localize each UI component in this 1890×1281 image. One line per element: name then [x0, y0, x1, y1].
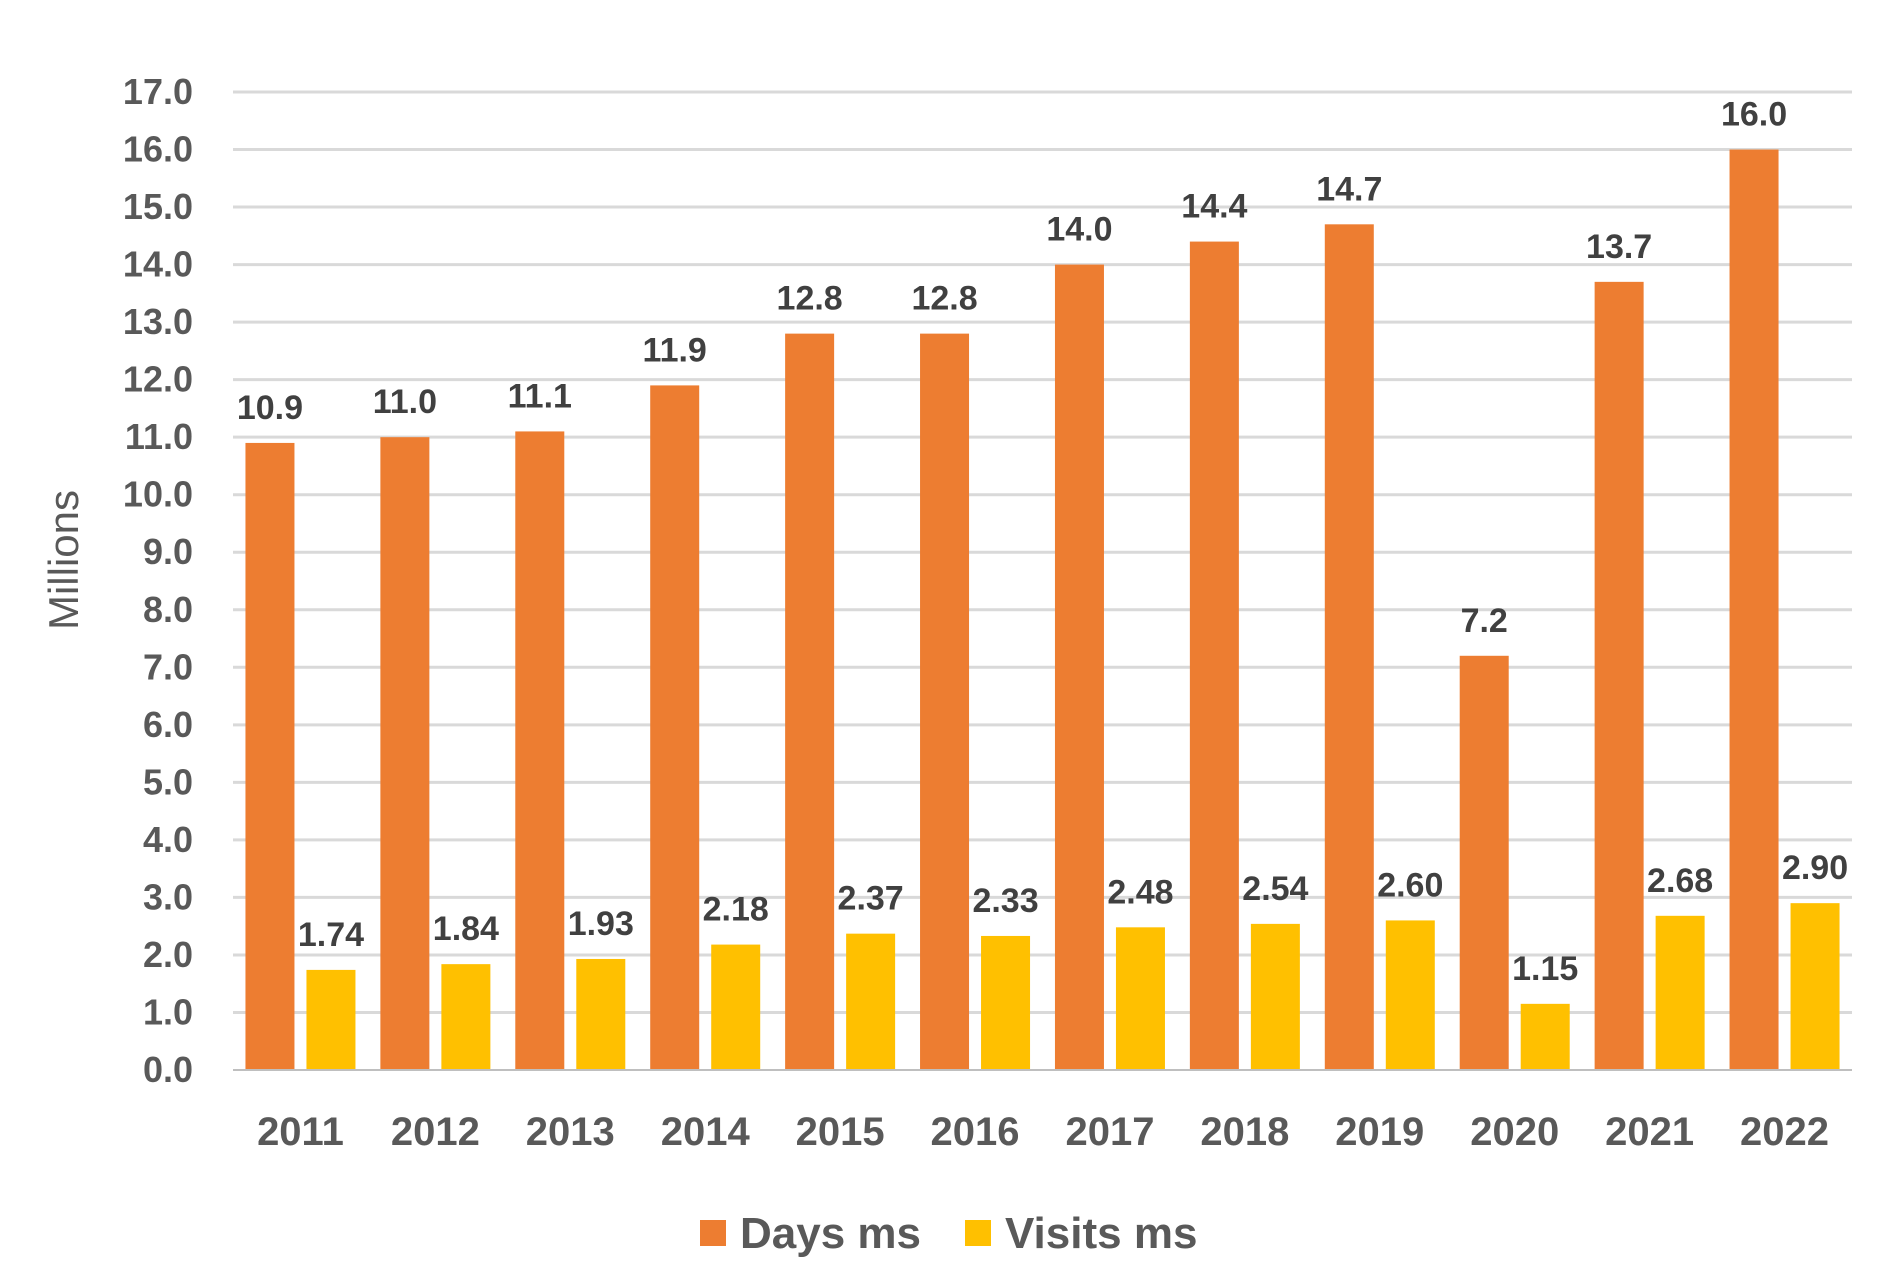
data-label-days-ms: 12.8 [911, 280, 977, 318]
y-tick-label: 2.0 [143, 934, 193, 975]
x-tick-label: 2015 [796, 1110, 885, 1154]
legend-label-days-ms: Days ms [740, 1209, 921, 1258]
bar-visits-ms [981, 935, 1031, 1070]
y-tick-label: 4.0 [143, 819, 193, 860]
gridlines [233, 90, 1852, 1014]
y-tick-label: 10.0 [123, 474, 193, 515]
bar-days-ms [1189, 241, 1239, 1070]
data-label-visits-ms: 1.15 [1512, 950, 1578, 988]
y-tick-label: 17.0 [123, 71, 193, 112]
y-tick-label: 7.0 [143, 646, 193, 687]
data-label-days-ms: 7.2 [1461, 602, 1508, 640]
data-label-days-ms: 11.9 [643, 331, 707, 369]
x-tick-label: 2019 [1335, 1110, 1424, 1154]
bar-days-ms [1594, 281, 1644, 1070]
bar-days-ms [245, 442, 295, 1070]
bar-visits-ms [441, 964, 491, 1070]
bar-days-ms [1054, 264, 1104, 1070]
y-axis-label: Millions [40, 490, 87, 630]
bar-days-ms [1324, 224, 1374, 1071]
bar-visits-ms [1385, 920, 1435, 1070]
data-label-days-ms: 14.7 [1316, 170, 1382, 208]
bar-visits-ms [1250, 923, 1300, 1070]
data-label-visits-ms: 2.37 [838, 880, 904, 918]
x-tick-label: 2012 [391, 1110, 480, 1154]
bar-days-ms [1459, 655, 1509, 1070]
data-label-days-ms: 16.0 [1721, 96, 1787, 134]
bar-visits-ms [1520, 1003, 1570, 1070]
y-tick-label: 1.0 [143, 991, 193, 1032]
bar-visits-ms [1790, 903, 1840, 1070]
bar-visits-ms [1655, 915, 1705, 1070]
y-tick-label: 8.0 [143, 589, 193, 630]
data-label-visits-ms: 1.93 [568, 905, 634, 943]
bars [245, 149, 1840, 1071]
bar-days-ms [650, 385, 700, 1070]
data-label-visits-ms: 1.74 [298, 916, 364, 954]
data-labels: 10.9 1.74 11.0 1.84 11.1 1.93 11.9 2.18 12.8 2.37… [237, 96, 1848, 988]
y-tick-label: 14.0 [123, 244, 193, 285]
data-label-visits-ms: 2.18 [703, 891, 769, 929]
data-label-visits-ms: 2.48 [1107, 873, 1173, 911]
bar-days-ms [785, 333, 835, 1070]
legend-label-visits-ms: Visits ms [1005, 1209, 1197, 1258]
data-label-days-ms: 14.0 [1046, 211, 1112, 249]
x-tick-label: 2016 [931, 1110, 1020, 1154]
bar-visits-ms [306, 969, 356, 1070]
y-tick-label: 5.0 [143, 761, 193, 802]
legend-swatch-visits-ms [965, 1220, 991, 1246]
bar-visits-ms [846, 933, 896, 1070]
x-axis-ticks: 2011 2012 2013 2014 2015 2016 2017 2018 2019 2020… [257, 1110, 1829, 1154]
bar-days-ms [920, 333, 970, 1070]
data-label-visits-ms: 2.60 [1377, 866, 1443, 904]
y-tick-label: 13.0 [123, 301, 193, 342]
y-axis-ticks: 0.0 1.0 2.0 3.0 4.0 5.0 6.0 7.0 8.0 9.0 10.0 11.0 12… [123, 71, 193, 1090]
x-tick-label: 2011 [257, 1110, 344, 1154]
data-label-days-ms: 10.9 [237, 389, 303, 427]
y-tick-label: 6.0 [143, 704, 193, 745]
data-label-days-ms: 12.8 [777, 280, 843, 318]
bar-days-ms [515, 431, 565, 1070]
data-label-visits-ms: 2.68 [1647, 862, 1713, 900]
x-tick-label: 2022 [1740, 1110, 1829, 1154]
data-label-days-ms: 14.4 [1181, 188, 1247, 226]
data-label-visits-ms: 2.90 [1782, 849, 1848, 887]
legend: Days ms Visits ms [700, 1209, 1197, 1258]
data-label-visits-ms: 2.33 [972, 882, 1038, 920]
data-label-visits-ms: 2.54 [1242, 870, 1308, 908]
y-tick-label: 0.0 [143, 1049, 193, 1090]
legend-swatch-days-ms [700, 1220, 726, 1246]
x-tick-label: 2020 [1470, 1110, 1559, 1154]
y-tick-label: 11.0 [125, 416, 193, 457]
x-tick-label: 2014 [661, 1110, 751, 1154]
x-tick-label: 2017 [1065, 1110, 1154, 1154]
bar-days-ms [1729, 149, 1779, 1070]
data-label-visits-ms: 1.84 [433, 910, 499, 948]
x-tick-label: 2021 [1605, 1110, 1694, 1154]
bar-visits-ms [1115, 927, 1165, 1070]
bar-visits-ms [711, 944, 761, 1070]
y-tick-label: 16.0 [123, 129, 193, 170]
y-tick-label: 15.0 [123, 186, 193, 227]
bar-days-ms [380, 437, 430, 1070]
data-label-days-ms: 11.0 [373, 383, 437, 421]
y-tick-label: 3.0 [143, 876, 193, 917]
y-tick-label: 9.0 [143, 531, 193, 572]
data-label-days-ms: 11.1 [508, 377, 572, 415]
x-tick-label: 2018 [1200, 1110, 1289, 1154]
y-tick-label: 12.0 [123, 359, 193, 400]
bar-visits-ms [576, 958, 626, 1070]
data-label-days-ms: 13.7 [1586, 228, 1652, 266]
x-tick-label: 2013 [526, 1110, 615, 1154]
